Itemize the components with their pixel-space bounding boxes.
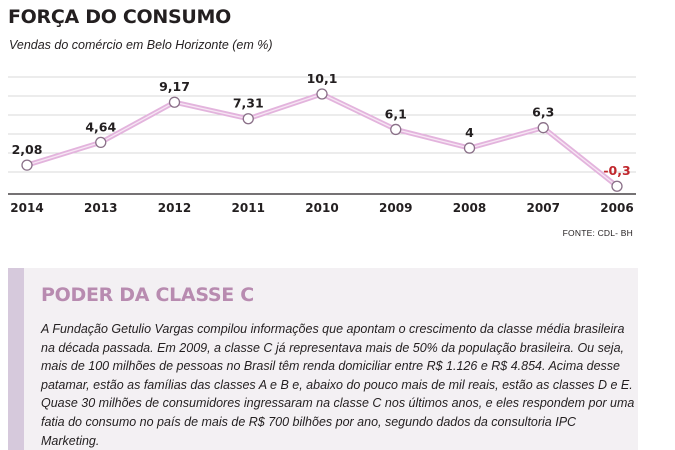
x-tick-label: 2013: [84, 201, 117, 215]
x-tick-label: 2012: [158, 201, 191, 215]
x-tick-label: 2011: [232, 201, 265, 215]
data-point: [390, 123, 402, 136]
data-label: 4,64: [85, 119, 116, 134]
data-point: [168, 96, 181, 108]
chart-subtitle: Vendas do comércio em Belo Horizonte (em…: [9, 38, 273, 52]
line-chart: 2,08 4,64 9,17 7,31 10,1 6,1 4 6,3 -0,3 2014 2013…: [8, 71, 636, 215]
x-tick-label: 2006: [600, 201, 633, 215]
data-point: [242, 113, 254, 125]
x-tick-label: 2009: [379, 201, 412, 215]
info-box-title: PODER DA CLASSE C: [41, 284, 254, 306]
data-label: 2,08: [12, 142, 43, 157]
x-tick-label: 2010: [305, 201, 338, 215]
data-label: 10,1: [307, 71, 338, 86]
data-point: [316, 88, 328, 100]
data-label: 9,17: [159, 79, 190, 94]
info-box: PODER DA CLASSE C A Fundação Getulio Var…: [8, 268, 638, 450]
data-label: -0,3: [603, 163, 630, 178]
data-point: [21, 159, 33, 171]
chart-title: FORÇA DO CONSUMO: [8, 6, 231, 28]
data-label: 7,31: [233, 96, 264, 111]
x-tick-label: 2007: [527, 201, 560, 215]
source-note: FONTE: CDL- BH: [562, 228, 633, 238]
info-box-body: A Fundação Getulio Vargas compilou infor…: [41, 322, 635, 448]
data-point: [463, 142, 476, 154]
data-label: 4: [465, 125, 474, 140]
data-point: [95, 136, 107, 149]
x-tick-label: 2008: [453, 201, 486, 215]
data-label: 6,1: [385, 106, 407, 121]
data-label: 6,3: [532, 105, 554, 120]
data-point: [611, 180, 623, 192]
x-tick-label: 2014: [10, 201, 43, 215]
data-point: [537, 122, 549, 134]
